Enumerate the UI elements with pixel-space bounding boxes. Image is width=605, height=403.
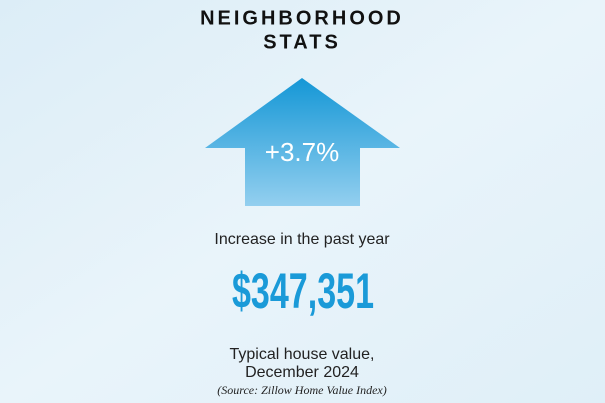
title-line: NEIGHBORHOOD bbox=[200, 7, 404, 29]
change-caption: Increase in the past year bbox=[214, 231, 390, 248]
house-value: $347,351 bbox=[232, 263, 374, 319]
value-caption: Typical house value, bbox=[230, 346, 375, 363]
value-caption: December 2024 bbox=[245, 364, 359, 381]
title-line: STATS bbox=[263, 31, 341, 53]
up-arrow bbox=[205, 78, 400, 206]
source: (Source: Zillow Home Value Index) bbox=[217, 383, 387, 397]
change-value: +3.7% bbox=[265, 137, 339, 167]
